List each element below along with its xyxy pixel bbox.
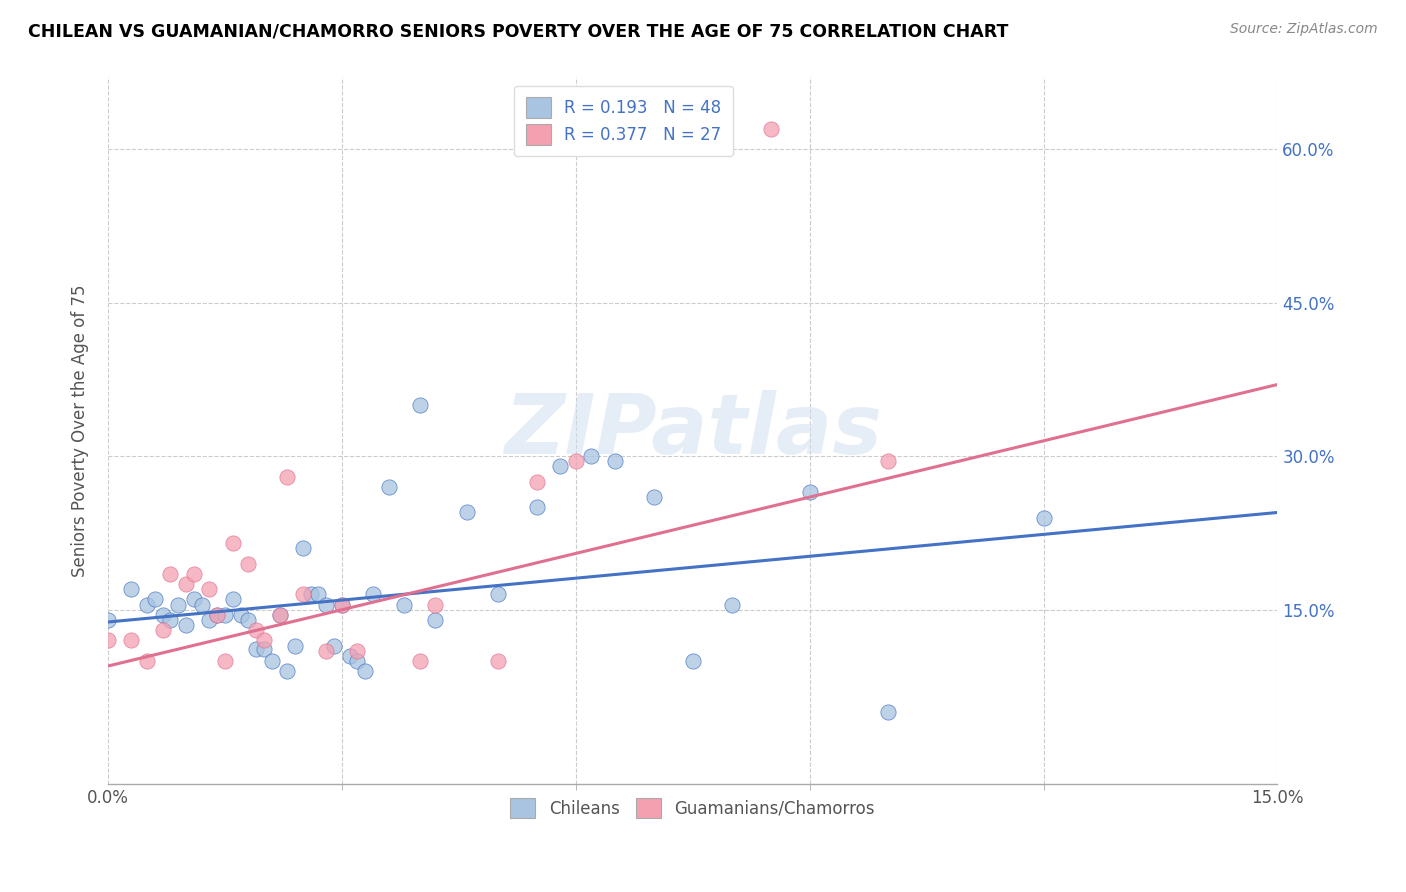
Point xyxy=(152,607,174,622)
Point xyxy=(97,633,120,648)
Point xyxy=(299,587,322,601)
Point xyxy=(876,705,898,719)
Y-axis label: Seniors Poverty Over the Age of 75: Seniors Poverty Over the Age of 75 xyxy=(72,285,89,577)
Point xyxy=(425,598,447,612)
Point xyxy=(260,654,283,668)
Point xyxy=(143,592,166,607)
Point xyxy=(323,639,346,653)
Point xyxy=(799,485,821,500)
Point xyxy=(377,480,399,494)
Point xyxy=(174,577,197,591)
Point xyxy=(245,623,267,637)
Point xyxy=(486,587,509,601)
Point xyxy=(152,623,174,637)
Point xyxy=(339,648,361,663)
Point xyxy=(361,587,384,601)
Point xyxy=(682,654,704,668)
Point xyxy=(456,506,478,520)
Text: ZIPatlas: ZIPatlas xyxy=(503,390,882,471)
Point xyxy=(222,536,245,550)
Point xyxy=(346,643,368,657)
Point xyxy=(120,633,142,648)
Point xyxy=(603,454,626,468)
Point xyxy=(526,475,548,489)
Point xyxy=(291,587,314,601)
Point xyxy=(167,598,190,612)
Point xyxy=(253,641,276,656)
Point xyxy=(315,643,337,657)
Point xyxy=(394,598,416,612)
Point xyxy=(183,592,205,607)
Point xyxy=(245,641,267,656)
Point xyxy=(486,654,509,668)
Point xyxy=(409,654,432,668)
Point xyxy=(276,664,298,678)
Point xyxy=(222,592,245,607)
Point xyxy=(97,613,120,627)
Point xyxy=(183,566,205,581)
Point xyxy=(205,607,228,622)
Point xyxy=(284,639,307,653)
Point xyxy=(759,121,782,136)
Point xyxy=(720,598,742,612)
Point xyxy=(205,607,228,622)
Point xyxy=(159,613,181,627)
Point xyxy=(174,618,197,632)
Point xyxy=(159,566,181,581)
Text: CHILEAN VS GUAMANIAN/CHAMORRO SENIORS POVERTY OVER THE AGE OF 75 CORRELATION CHA: CHILEAN VS GUAMANIAN/CHAMORRO SENIORS PO… xyxy=(28,22,1008,40)
Point xyxy=(253,633,276,648)
Point xyxy=(120,582,142,597)
Legend: Chileans, Guamanians/Chamorros: Chileans, Guamanians/Chamorros xyxy=(503,791,882,825)
Point xyxy=(198,582,221,597)
Point xyxy=(291,541,314,556)
Point xyxy=(330,598,353,612)
Point xyxy=(643,490,665,504)
Point xyxy=(136,654,159,668)
Point xyxy=(354,664,377,678)
Point xyxy=(315,598,337,612)
Point xyxy=(425,613,447,627)
Point xyxy=(214,607,236,622)
Point xyxy=(308,587,330,601)
Point xyxy=(548,459,571,474)
Point xyxy=(229,607,252,622)
Point xyxy=(238,557,260,571)
Point xyxy=(269,607,291,622)
Point xyxy=(564,454,586,468)
Text: Source: ZipAtlas.com: Source: ZipAtlas.com xyxy=(1230,22,1378,37)
Point xyxy=(269,607,291,622)
Point xyxy=(198,613,221,627)
Point xyxy=(581,449,603,463)
Point xyxy=(409,398,432,412)
Point xyxy=(330,598,353,612)
Point xyxy=(214,654,236,668)
Point xyxy=(136,598,159,612)
Point xyxy=(876,454,898,468)
Point xyxy=(190,598,212,612)
Point xyxy=(526,500,548,515)
Point xyxy=(238,613,260,627)
Point xyxy=(276,469,298,483)
Point xyxy=(346,654,368,668)
Point xyxy=(1032,510,1054,524)
